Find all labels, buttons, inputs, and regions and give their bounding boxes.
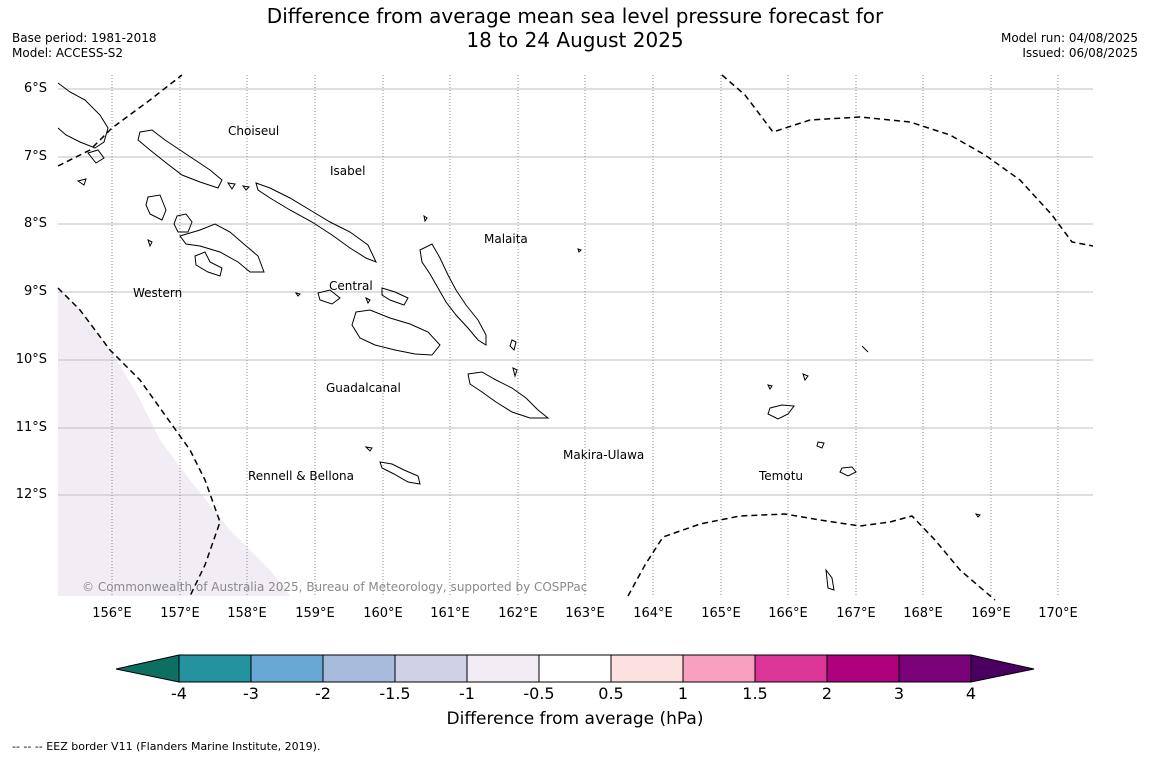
colorbar-tick: 4 [965,684,977,703]
colorbar-tick: 3 [893,684,905,703]
colorbar-tick: -3 [243,684,259,703]
colorbar-tick: 1.5 [742,684,768,703]
lon-label: 158°E [227,606,267,621]
meta-left: Base period: 1981-2018 Model: ACCESS-S2 [12,31,157,61]
lat-label: 12°S [15,487,47,502]
region-label-isabel: Isabel [330,164,366,178]
lon-label: 156°E [92,606,132,621]
lat-label: 11°S [15,420,47,435]
map-title: Difference from average mean sea level p… [0,4,1150,52]
colorbar-tick: -1 [459,684,475,703]
region-label-western: Western [133,286,183,300]
colorbar-tick: 0.5 [598,684,624,703]
island-new-georgia [179,223,265,273]
colorbar-tick: -2 [315,684,331,703]
region-label-temotu: Temotu [759,469,804,483]
lat-label: 10°S [15,352,47,367]
island-nendo [767,404,795,420]
eez-borders [57,74,1094,601]
island-vella-lavella [145,194,167,221]
meta-right: Model run: 04/08/2025 Issued: 06/08/2025 [1001,31,1138,61]
island-guadalcanal [351,309,441,356]
lon-label: 168°E [903,606,943,621]
lon-label: 157°E [160,606,200,621]
lon-label: 163°E [565,606,605,621]
colorbar-tick: -4 [171,684,187,703]
lon-gridlines [111,75,1059,596]
island-isabel [255,182,377,263]
coastlines [57,82,981,591]
lat-label: 9°S [23,284,47,299]
island-rennell [379,461,421,485]
lon-label: 160°E [363,606,403,621]
lon-label: 165°E [701,606,741,621]
lon-label: 169°E [971,606,1011,621]
anomaly-shading [58,288,290,596]
lat-label: 6°S [23,81,47,96]
island-florida [317,289,341,305]
lat-label: 8°S [23,216,47,231]
colorbar-label: Difference from average (hPa) [446,709,704,729]
issued-date: Issued: 06/08/2025 [1022,46,1138,60]
model-run: Model run: 04/08/2025 [1000,31,1138,45]
region-label-malaita: Malaita [484,232,528,246]
island-choiseul [137,129,223,189]
copyright-notice: © Commonwealth of Australia 2025, Bureau… [82,580,588,594]
lat-gridlines [58,88,1093,496]
island-makira [467,371,550,419]
lon-label: 159°E [295,606,335,621]
colorbar-tick: -0.5 [523,684,555,703]
lat-label: 7°S [23,149,47,164]
colorbar-tick: 1 [677,684,689,703]
lon-label: 166°E [768,606,808,621]
lon-label: 167°E [836,606,876,621]
region-label-choiseul: Choiseul [228,124,280,138]
colorbar-tick: 2 [821,684,833,703]
lon-label: 164°E [633,606,673,621]
base-period: Base period: 1981-2018 [12,31,157,45]
region-label-rennell: Rennell & Bellona [248,469,355,483]
region-label-central: Central [329,279,373,293]
colorbar-tick: -1.5 [379,684,411,703]
region-label-guadalcanal: Guadalcanal [326,381,401,395]
title-line-1: Difference from average mean sea level p… [266,4,884,28]
lon-label: 161°E [430,606,470,621]
island-kolombangara [173,213,193,233]
island-rendova [194,251,223,277]
lon-label: 162°E [498,606,538,621]
region-label-makira: Makira-Ulawa [563,448,645,462]
title-line-2: 18 to 24 August 2025 [466,28,684,52]
lon-label: 170°E [1038,606,1078,621]
island-bellona [364,446,373,452]
eez-footnote: -- -- -- EEZ border V11 (Flanders Marine… [12,740,321,753]
model-name: Model: ACCESS-S2 [12,46,124,60]
island-bougainville [57,82,109,149]
island-malaita [419,243,487,346]
